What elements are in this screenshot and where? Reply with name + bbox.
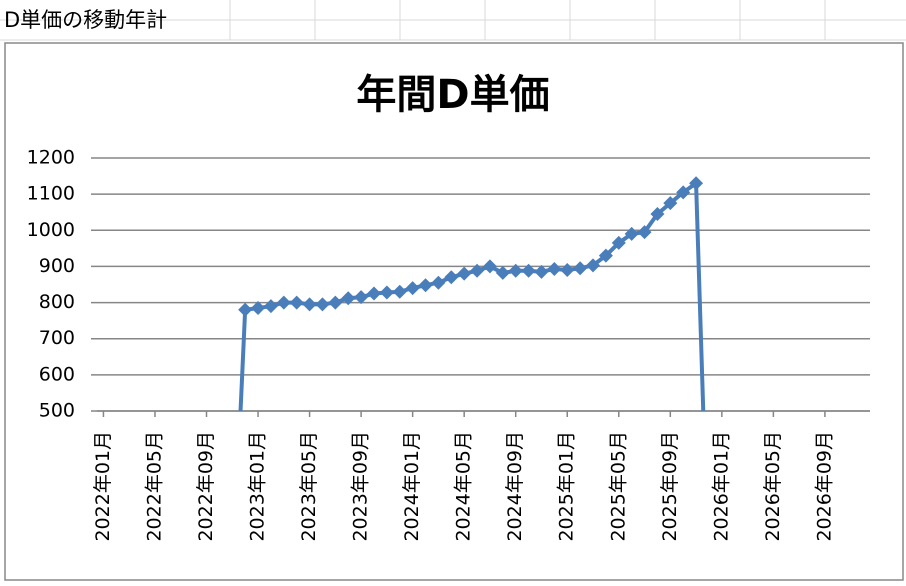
y-tick-label: 1100 xyxy=(27,183,75,205)
marker xyxy=(289,295,304,310)
marker xyxy=(521,263,536,278)
x-tick-label: 2022年01月 xyxy=(92,431,114,542)
x-tick-label: 2026年01月 xyxy=(710,431,732,542)
marker xyxy=(444,270,459,285)
chart-title: 年間D単価 xyxy=(356,72,549,118)
x-tick-label: 2022年05月 xyxy=(143,431,165,542)
marker xyxy=(457,266,472,281)
marker xyxy=(663,196,678,211)
marker xyxy=(598,248,613,263)
marker xyxy=(470,263,485,278)
marker xyxy=(508,263,523,278)
marker xyxy=(676,185,691,200)
marker xyxy=(431,275,446,290)
marker xyxy=(560,263,575,278)
sheet-grid xyxy=(0,0,906,41)
marker xyxy=(405,281,420,296)
marker xyxy=(482,259,497,274)
marker xyxy=(689,176,704,191)
marker xyxy=(315,297,330,312)
marker xyxy=(418,278,433,293)
marker xyxy=(495,265,510,280)
marker xyxy=(263,299,278,314)
marker xyxy=(251,300,266,315)
x-tick-label: 2025年05月 xyxy=(607,431,629,542)
marker xyxy=(341,291,356,306)
x-tick-label: 2024年05月 xyxy=(453,431,475,542)
plot xyxy=(238,176,706,411)
chart-frame xyxy=(4,42,904,581)
marker xyxy=(366,286,381,301)
marker xyxy=(379,285,394,300)
x-tick-label: 2023年01月 xyxy=(247,431,269,542)
marker xyxy=(392,284,407,299)
marker xyxy=(611,235,626,250)
marker xyxy=(637,225,652,240)
y-tick-label: 600 xyxy=(39,363,75,385)
x-tick-label: 2023年05月 xyxy=(298,431,320,542)
y-tick-label: 900 xyxy=(39,255,75,277)
marker xyxy=(650,207,665,222)
marker xyxy=(547,261,562,276)
marker xyxy=(354,290,369,305)
marker xyxy=(238,302,253,317)
marker xyxy=(276,295,291,310)
x-tick-label: 2022年09月 xyxy=(195,431,217,542)
y-tick-label: 1200 xyxy=(27,147,75,169)
x-tick-label: 2024年09月 xyxy=(504,431,526,542)
marker xyxy=(573,261,588,276)
x-tick-label: 2026年05月 xyxy=(762,431,784,542)
y-tick-label: 700 xyxy=(39,327,75,349)
marker xyxy=(586,258,601,273)
marker xyxy=(624,226,639,241)
marker xyxy=(328,295,343,310)
x-tick-label: 2025年01月 xyxy=(556,431,578,542)
x-tick-label: 2026年09月 xyxy=(813,431,835,542)
marker xyxy=(302,297,317,312)
y-tick-label: 800 xyxy=(39,291,75,313)
sheet-title: D単価の移動年計 xyxy=(4,8,167,32)
x-tick-label: 2025年09月 xyxy=(659,431,681,542)
marker xyxy=(534,264,549,279)
x-tick-label: 2024年01月 xyxy=(401,431,423,542)
x-tick-label: 2023年09月 xyxy=(350,431,372,542)
y-tick-label: 500 xyxy=(39,400,75,422)
y-tick-label: 1000 xyxy=(27,219,75,241)
